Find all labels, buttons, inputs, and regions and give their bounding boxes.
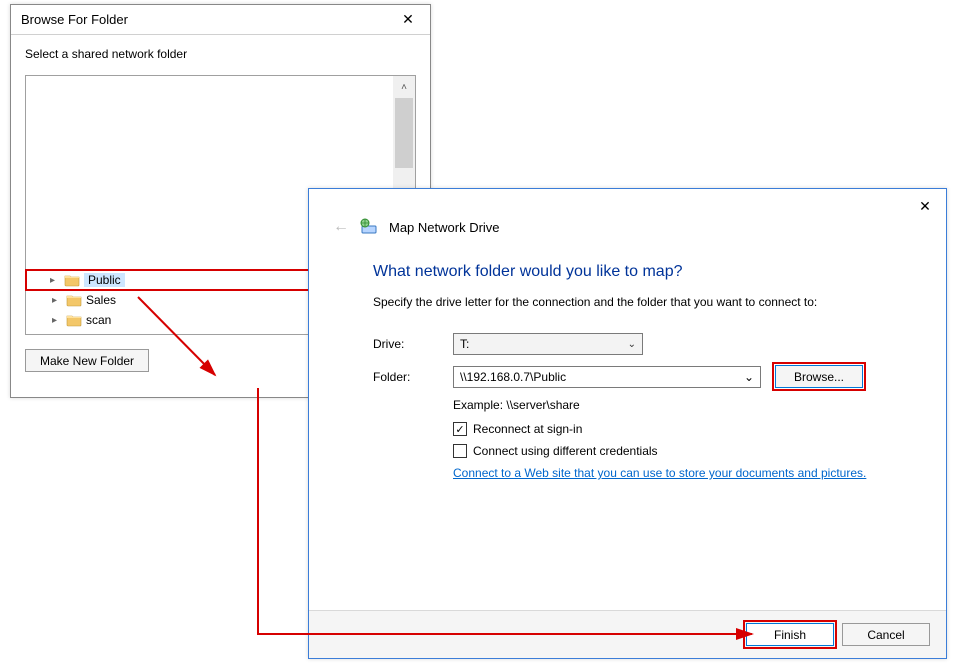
chevron-right-icon[interactable]: ▸ [52, 315, 62, 326]
reconnect-checkbox[interactable]: ✓ Reconnect at sign-in [453, 422, 902, 436]
scroll-up-icon[interactable]: ˄ [393, 76, 415, 98]
chevron-right-icon[interactable]: ▸ [52, 295, 62, 306]
folder-combobox[interactable]: \\192.168.0.7\Public ⌄ [453, 366, 761, 388]
tree-item-label: Sales [86, 293, 116, 307]
folder-icon [66, 293, 82, 307]
drive-value: T: [460, 337, 469, 351]
browse-titlebar: Browse For Folder ✕ [11, 5, 430, 35]
folder-icon [66, 313, 82, 327]
browse-button[interactable]: Browse... [775, 365, 863, 388]
scrollbar-thumb[interactable] [395, 98, 413, 168]
drive-row: Drive: T: ⌄ [373, 333, 902, 355]
chevron-down-icon: ⌄ [744, 370, 754, 384]
reconnect-label: Reconnect at sign-in [473, 422, 582, 436]
chevron-right-icon[interactable]: ▸ [50, 275, 60, 286]
folder-row: Folder: \\192.168.0.7\Public ⌄ Browse... [373, 365, 902, 388]
wizard-description: Specify the drive letter for the connect… [373, 295, 902, 309]
drive-combobox[interactable]: T: ⌄ [453, 333, 643, 355]
close-icon[interactable]: ✕ [386, 5, 430, 35]
browse-title: Browse For Folder [21, 12, 128, 27]
checkbox-unchecked-icon [453, 444, 467, 458]
back-arrow-icon[interactable]: ← [333, 218, 349, 236]
different-credentials-checkbox[interactable]: Connect using different credentials [453, 444, 902, 458]
folder-label: Folder: [373, 370, 453, 384]
network-drive-icon [359, 217, 379, 237]
make-new-folder-button[interactable]: Make New Folder [25, 349, 149, 372]
wizard-heading: What network folder would you like to ma… [373, 263, 902, 281]
folder-example: Example: \\server\share [453, 398, 902, 412]
chevron-down-icon: ⌄ [628, 339, 636, 350]
cancel-button[interactable]: Cancel [842, 623, 930, 646]
different-credentials-label: Connect using different credentials [473, 444, 658, 458]
folder-value: \\192.168.0.7\Public [460, 370, 566, 384]
wizard-footer: Finish Cancel [309, 610, 946, 658]
browse-subtitle: Select a shared network folder [11, 35, 430, 67]
close-icon[interactable]: ✕ [908, 193, 942, 219]
wizard-body: What network folder would you like to ma… [309, 247, 946, 480]
wizard-header: ← Map Network Drive [309, 189, 946, 247]
drive-label: Drive: [373, 337, 453, 351]
tree-item-label: scan [86, 313, 111, 327]
map-network-drive-dialog: ✕ ← Map Network Drive What network folde… [308, 188, 947, 659]
folder-icon [64, 273, 80, 287]
wizard-title: Map Network Drive [389, 220, 500, 235]
checkbox-checked-icon: ✓ [453, 422, 467, 436]
finish-button[interactable]: Finish [746, 623, 834, 646]
tree-item-label: Public [84, 273, 125, 287]
store-documents-link[interactable]: Connect to a Web site that you can use t… [453, 466, 902, 480]
